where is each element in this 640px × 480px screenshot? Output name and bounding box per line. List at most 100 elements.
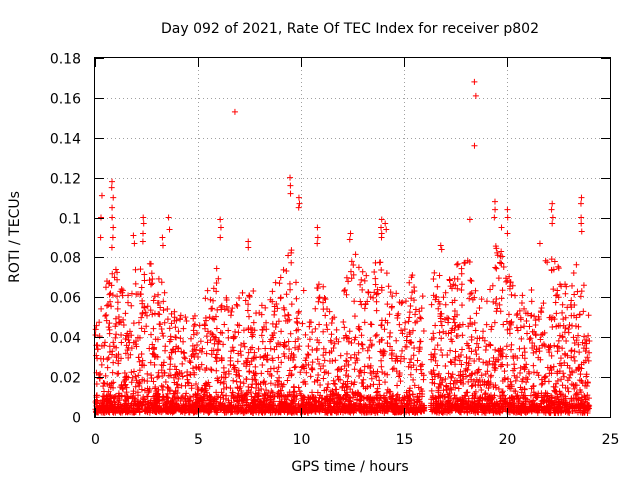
data-point: [585, 312, 592, 319]
data-point: [131, 240, 138, 247]
data-point: [278, 328, 285, 335]
data-point: [177, 312, 184, 319]
data-point: [355, 264, 362, 271]
data-point: [320, 352, 327, 359]
data-point: [216, 402, 223, 409]
data-point: [490, 298, 497, 305]
data-point: [244, 307, 251, 314]
data-point: [128, 400, 135, 407]
data-point: [218, 389, 225, 396]
data-point: [234, 302, 241, 309]
data-point: [213, 351, 220, 358]
data-point: [568, 282, 575, 289]
data-point: [558, 396, 565, 403]
data-point: [173, 394, 180, 401]
data-point: [239, 407, 246, 414]
data-point: [507, 321, 514, 328]
data-point: [480, 328, 487, 335]
data-point: [437, 392, 444, 399]
data-point: [548, 352, 555, 359]
data-point: [252, 376, 259, 383]
data-point: [386, 333, 393, 340]
data-point: [315, 339, 322, 346]
data-point: [92, 331, 99, 338]
data-point: [440, 294, 447, 301]
data-point: [252, 390, 259, 397]
data-point: [536, 345, 543, 352]
data-point: [405, 402, 412, 409]
data-point: [322, 312, 329, 319]
data-point: [473, 340, 480, 347]
data-point: [429, 376, 436, 383]
data-point: [98, 361, 105, 368]
data-point: [236, 295, 243, 302]
data-point: [221, 321, 228, 328]
data-point: [476, 335, 483, 342]
data-point: [465, 397, 472, 404]
data-point: [519, 292, 526, 299]
data-point: [128, 369, 135, 376]
data-point: [110, 339, 117, 346]
data-point: [476, 356, 483, 363]
data-point: [437, 242, 444, 249]
data-point: [579, 394, 586, 401]
data-point: [160, 383, 167, 390]
data-point: [408, 355, 415, 362]
data-point: [142, 407, 149, 414]
data-point: [504, 214, 511, 221]
data-point: [366, 344, 373, 351]
data-point: [376, 381, 383, 388]
x-tick-label: 10: [293, 432, 311, 448]
data-point: [555, 263, 562, 270]
data-point: [577, 409, 584, 416]
data-point: [276, 280, 283, 287]
data-point: [487, 286, 494, 293]
data-point: [164, 306, 171, 313]
data-point: [501, 375, 508, 382]
data-point: [213, 265, 220, 272]
data-point: [211, 316, 218, 323]
data-point: [259, 338, 266, 345]
data-point: [347, 354, 354, 361]
data-point: [249, 344, 256, 351]
data-point: [198, 348, 205, 355]
data-point: [571, 291, 578, 298]
data-point: [214, 393, 221, 400]
data-point: [383, 270, 390, 277]
data-point: [564, 377, 571, 384]
data-point: [401, 355, 408, 362]
data-point: [436, 329, 443, 336]
data-point: [557, 355, 564, 362]
data-point: [522, 364, 529, 371]
data-point: [99, 397, 106, 404]
data-point: [416, 344, 423, 351]
data-point: [245, 238, 252, 245]
data-point: [166, 226, 173, 233]
data-point: [347, 230, 354, 237]
data-point: [246, 292, 253, 299]
data-point: [320, 283, 327, 290]
data-point: [446, 390, 453, 397]
data-point: [130, 320, 137, 327]
data-point: [533, 346, 540, 353]
data-point: [470, 378, 477, 385]
data-point: [147, 307, 154, 314]
data-point: [538, 403, 545, 410]
data-point: [221, 306, 228, 313]
data-point: [348, 275, 355, 282]
data-point: [345, 361, 352, 368]
data-point: [585, 405, 592, 412]
data-point: [143, 323, 150, 330]
data-point: [142, 309, 149, 316]
y-tick-label: 0: [72, 411, 81, 427]
data-point: [231, 108, 238, 115]
data-point: [343, 291, 350, 298]
data-point: [150, 297, 157, 304]
data-point: [295, 346, 302, 353]
data-point: [497, 345, 504, 352]
data-point: [492, 206, 499, 213]
data-point: [271, 329, 278, 336]
data-point: [350, 261, 357, 268]
data-point: [491, 319, 498, 326]
data-point: [172, 324, 179, 331]
